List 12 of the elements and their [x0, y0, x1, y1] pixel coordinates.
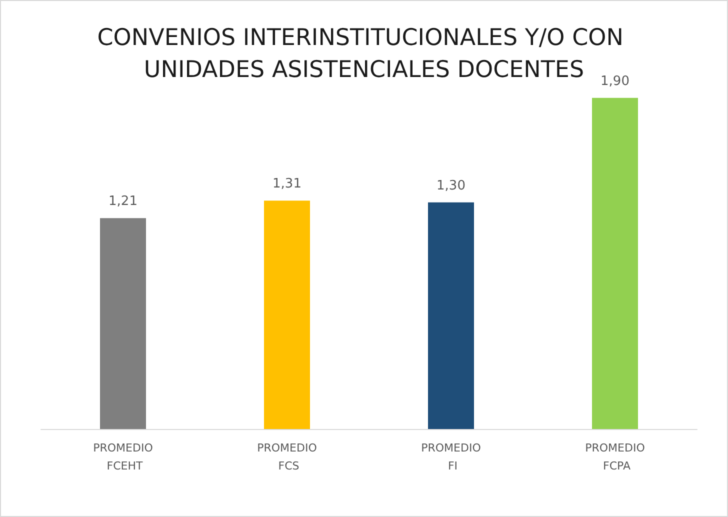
x-tick-label: PROMEDIO FCPA — [585, 442, 646, 472]
x-tick-label: PROMEDIO FCEHT — [93, 442, 154, 472]
data-label: 1,90 — [600, 74, 630, 89]
x-tick-label: PROMEDIO FCS — [257, 442, 318, 472]
data-label: 1,30 — [436, 178, 466, 194]
data-label: 1,21 — [108, 194, 138, 210]
bar — [428, 202, 474, 429]
bar — [264, 200, 310, 429]
bar — [592, 98, 638, 429]
x-tick-label: PROMEDIO FI — [421, 442, 482, 472]
bar — [100, 218, 146, 429]
data-label: 1,31 — [272, 176, 302, 192]
